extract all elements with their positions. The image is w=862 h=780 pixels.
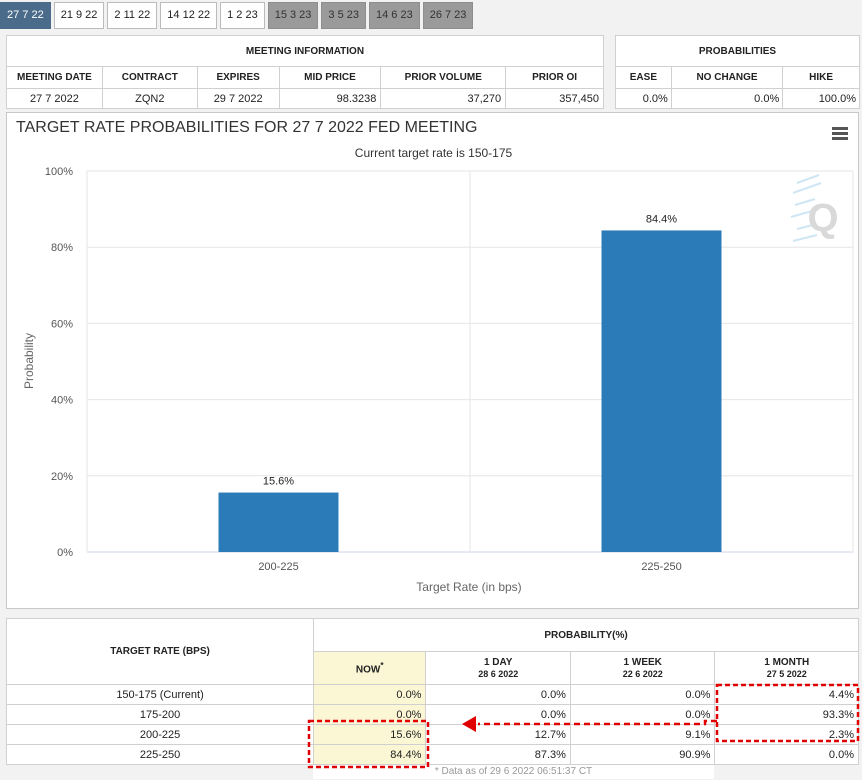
probability-cell: 12.7%: [425, 724, 571, 745]
meeting-information-title: MEETING INFORMATION: [6, 35, 604, 67]
col-prior-oi: PRIOR OI: [505, 66, 604, 89]
expires-value: 29 7 2022: [196, 88, 280, 109]
tab-1[interactable]: 21 9 22: [53, 2, 105, 29]
probability-cell: 84.4%: [313, 744, 427, 765]
probability-cell: 9.1%: [569, 724, 716, 745]
probability-cell: 0.0%: [313, 684, 427, 705]
probabilities-table: PROBABILITIES EASE NO CHANGE HIKE 0.0% 0…: [615, 35, 860, 109]
probability-cell: 87.3%: [425, 744, 571, 765]
column-date: 28 6 2022: [478, 669, 519, 679]
target-rate-cell: 225-250: [5, 744, 315, 765]
y-tick-label: 80%: [51, 242, 73, 254]
column-label: 1 WEEK: [623, 657, 662, 668]
col-hike: HIKE: [782, 66, 860, 89]
tab-8[interactable]: 26 7 23: [422, 2, 474, 29]
probability-cell: 93.3%: [714, 704, 859, 725]
probability-cell: 4.4%: [714, 684, 859, 705]
column-footnote-marker: *: [380, 660, 384, 671]
col-now: NOW*: [313, 651, 427, 685]
col-contract: CONTRACT: [101, 66, 198, 89]
tab-5[interactable]: 15 3 23: [267, 2, 319, 29]
tab-6[interactable]: 3 5 23: [321, 2, 367, 29]
col-1-day: 1 DAY 28 6 2022: [425, 651, 571, 685]
col-no-change: NO CHANGE: [670, 66, 784, 89]
target-rate-cell: 200-225: [5, 724, 315, 745]
column-label: NOW: [355, 664, 381, 676]
probability-cell: 0.0%: [714, 744, 859, 765]
col-1-week: 1 WEEK 22 6 2022: [569, 651, 716, 685]
target-rate-cell: 150-175 (Current): [5, 684, 315, 705]
table-row: 150-175 (Current) 0.0% 0.0% 0.0% 4.4%: [5, 684, 859, 705]
column-label: 1 DAY: [483, 657, 513, 668]
y-tick-label: 20%: [51, 471, 73, 483]
prior-volume-value: 37,270: [380, 88, 507, 109]
chart-panel: Q 15.6% 84.4% 0% 20% 40% 60% 80% 100% 200-225 2…: [6, 112, 859, 609]
hike-value: 100.0%: [782, 88, 860, 109]
hamburger-menu-icon[interactable]: [832, 127, 848, 140]
meeting-date-tabs: 27 7 22 21 9 22 2 11 22 14 12 22 1 2 23 15 3 …: [0, 2, 476, 29]
x-tick-label: 200-225: [258, 561, 298, 573]
x-tick-label: 225-250: [641, 561, 681, 573]
table-row: 225-250 84.4% 87.3% 90.9% 0.0%: [5, 744, 859, 765]
probability-cell: 0.0%: [425, 684, 571, 705]
target-rate-header: TARGET RATE (BPS): [5, 618, 315, 685]
tab-2[interactable]: 2 11 22: [107, 2, 158, 29]
probability-cell: 2.3%: [714, 724, 859, 745]
meeting-date-value: 27 7 2022: [6, 88, 103, 109]
col-mid-price: MID PRICE: [278, 66, 382, 89]
no-change-value: 0.0%: [670, 88, 784, 109]
tab-0[interactable]: 27 7 22: [0, 2, 51, 29]
table-row: 200-225 15.6% 12.7% 9.1% 2.3%: [5, 724, 859, 745]
q-watermark-logo: Q: [790, 174, 839, 242]
column-date: 22 6 2022: [622, 669, 663, 679]
y-tick-label: 60%: [51, 318, 73, 330]
y-tick-label: 100%: [45, 166, 73, 178]
table-row: 175-200 0.0% 0.0% 0.0% 93.3%: [5, 704, 859, 725]
data-timestamp-footnote: * Data as of 29 6 2022 06:51:37 CT: [313, 765, 714, 779]
mid-price-value: 98.3238: [278, 88, 382, 109]
col-expires: EXPIRES: [196, 66, 280, 89]
x-axis-label: Target Rate (in bps): [416, 580, 521, 594]
column-date: 27 5 2022: [766, 669, 807, 679]
probability-cell: 0.0%: [313, 704, 427, 725]
prior-oi-value: 357,450: [505, 88, 604, 109]
tab-7[interactable]: 14 6 23: [369, 2, 420, 29]
col-ease: EASE: [615, 66, 672, 89]
probability-cell: 0.0%: [425, 704, 571, 725]
col-meeting-date: MEETING DATE: [6, 66, 103, 89]
probability-cell: 90.9%: [569, 744, 716, 765]
svg-text:Q: Q: [807, 196, 838, 240]
bar-chart: Q 15.6% 84.4% 0% 20% 40% 60% 80% 100% 200-225 2…: [22, 166, 854, 594]
contract-value: ZQN2: [101, 88, 198, 109]
probabilities-title: PROBABILITIES: [615, 35, 860, 67]
y-tick-label: 40%: [51, 395, 73, 407]
probability-cell: 0.0%: [569, 704, 716, 725]
ease-value: 0.0%: [615, 88, 672, 109]
probability-cell: 0.0%: [569, 684, 716, 705]
target-rate-cell: 175-200: [5, 704, 315, 725]
bar-200-225[interactable]: [218, 492, 339, 552]
probability-header: PROBABILITY(%): [313, 618, 859, 652]
chart-title: TARGET RATE PROBABILITIES FOR 27 7 2022 …: [16, 119, 478, 136]
bar-225-250[interactable]: [601, 230, 722, 552]
tab-4[interactable]: 1 2 23: [220, 2, 265, 29]
bar-data-label: 84.4%: [646, 213, 677, 225]
col-1-month: 1 MONTH 27 5 2022: [714, 651, 859, 685]
meeting-information-table: MEETING INFORMATION MEETING DATE CONTRAC…: [6, 35, 604, 109]
column-label: 1 MONTH: [764, 657, 810, 668]
chart-subtitle: Current target rate is 150-175: [354, 146, 513, 160]
y-axis-label: Probability: [22, 333, 36, 389]
probability-cell: 15.6%: [313, 724, 427, 745]
y-tick-label: 0%: [57, 547, 73, 559]
target-rate-table: TARGET RATE (BPS) PROBABILITY(%) NOW* 1 D…: [5, 618, 859, 765]
bar-data-label: 15.6%: [263, 476, 294, 488]
tab-3[interactable]: 14 12 22: [160, 2, 218, 29]
col-prior-volume: PRIOR VOLUME: [380, 66, 507, 89]
